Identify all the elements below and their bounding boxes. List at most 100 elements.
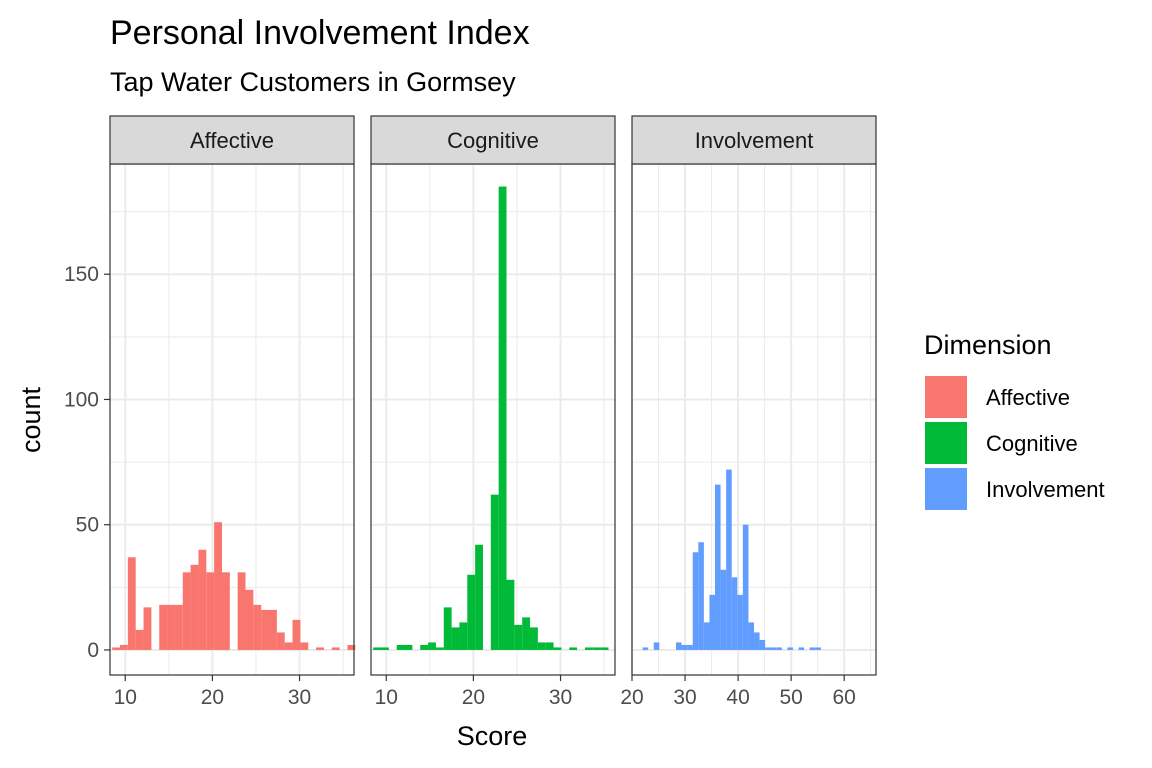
- histogram-bar: [600, 647, 609, 650]
- histogram-bar: [214, 522, 222, 650]
- histogram-bar: [514, 624, 523, 650]
- histogram-bar: [815, 647, 821, 650]
- histogram-bar: [681, 644, 688, 650]
- histogram-bar: [459, 622, 468, 650]
- histogram-bar: [284, 642, 293, 650]
- histogram-bar: [522, 617, 531, 650]
- histogram-bar: [127, 557, 136, 650]
- histogram-bar: [737, 594, 743, 650]
- histogram-bar: [451, 627, 460, 650]
- histogram-bar: [592, 647, 601, 650]
- histogram-bar: [715, 484, 721, 650]
- histogram-bar: [443, 607, 452, 650]
- histogram-bar: [396, 644, 405, 650]
- x-tick-label: 20: [462, 686, 485, 709]
- histogram-bar: [754, 632, 760, 650]
- histogram-bar: [198, 549, 207, 650]
- histogram-bar: [373, 647, 382, 650]
- histogram-bar: [381, 647, 389, 650]
- legend: Dimension Affective Cognitive Involvement: [924, 330, 1105, 510]
- histogram-bar: [435, 647, 444, 650]
- histogram-bar: [731, 577, 738, 650]
- histogram-bar: [190, 564, 199, 650]
- histogram-bar: [720, 569, 727, 650]
- histogram-bar: [221, 572, 230, 650]
- x-tick-label: 30: [288, 686, 311, 709]
- histogram-bar: [809, 647, 816, 650]
- histogram-bar: [787, 647, 793, 650]
- histogram-bar: [553, 647, 562, 650]
- histogram-bar: [530, 627, 538, 650]
- facet-strip: [109, 115, 355, 165]
- histogram-bar: [174, 604, 183, 650]
- legend-entry-label: Affective: [986, 385, 1070, 410]
- histogram-bar: [112, 647, 121, 650]
- chart-subtitle: Tap Water Customers in Gormsey: [110, 67, 516, 97]
- legend-entry-label: Cognitive: [986, 431, 1078, 456]
- histogram-bar: [245, 589, 254, 650]
- histogram-bar: [159, 604, 168, 650]
- histogram-bar: [759, 639, 766, 650]
- histogram-bar: [475, 544, 483, 650]
- x-tick-label: 20: [620, 686, 643, 709]
- histogram-bar: [167, 604, 175, 650]
- histogram-bar: [490, 494, 499, 650]
- histogram-bar: [269, 609, 277, 650]
- histogram-bar: [276, 632, 285, 650]
- histogram-bar: [770, 647, 777, 650]
- histogram-bar: [698, 542, 704, 650]
- histogram-bar: [765, 647, 771, 650]
- histogram-bar: [292, 619, 301, 650]
- y-tick-label: 150: [64, 263, 99, 286]
- facet-strip: [631, 115, 877, 165]
- facet-strip-label: Affective: [190, 128, 274, 153]
- legend-entry-label: Involvement: [986, 477, 1105, 502]
- facet-panel-affective: Affective 10 20 30: [109, 115, 356, 709]
- histogram-bar: [261, 609, 270, 650]
- panel-background: [632, 164, 876, 675]
- x-tick-label: 10: [375, 686, 398, 709]
- x-tick-label: 50: [779, 686, 802, 709]
- histogram-bar: [347, 644, 356, 650]
- histogram-bar: [692, 552, 699, 650]
- y-tick-label: 100: [64, 388, 99, 411]
- histogram-bar: [182, 572, 191, 650]
- histogram-bar: [726, 469, 732, 650]
- histogram-bar: [537, 642, 546, 650]
- histogram-bar: [653, 642, 660, 650]
- chart-title: Personal Involvement Index: [110, 14, 530, 52]
- x-tick-label: 40: [726, 686, 749, 709]
- histogram-bar: [467, 574, 476, 650]
- x-tick-label: 10: [114, 686, 137, 709]
- histogram-bar: [687, 644, 693, 650]
- histogram-bar: [143, 607, 152, 650]
- facet-panel-cognitive: Cognitive 10 20 30: [370, 115, 616, 709]
- histogram-bar: [253, 604, 262, 650]
- histogram-bar: [545, 642, 554, 650]
- histogram-bar: [748, 622, 754, 650]
- y-tick-label: 0: [87, 639, 99, 662]
- histogram-bar: [798, 647, 805, 650]
- histogram-bar: [676, 642, 682, 650]
- facet-strip-label: Involvement: [695, 128, 814, 153]
- x-tick-label: 30: [673, 686, 696, 709]
- histogram-bar: [584, 647, 593, 650]
- histogram-bar: [569, 647, 578, 650]
- legend-swatch: [925, 376, 967, 418]
- histogram-bar: [742, 524, 749, 650]
- histogram-bar: [420, 644, 429, 650]
- legend-swatch: [925, 468, 967, 510]
- histogram-bar: [498, 186, 507, 650]
- facet-strip: [370, 115, 616, 165]
- histogram-bar: [316, 647, 324, 650]
- histogram-bar: [776, 647, 782, 650]
- x-tick-label: 30: [549, 686, 572, 709]
- histogram-bar: [642, 647, 649, 650]
- histogram-bar: [709, 594, 716, 650]
- legend-title: Dimension: [924, 330, 1052, 360]
- histogram-bar: [331, 647, 340, 650]
- histogram-bar: [135, 629, 144, 650]
- y-tick-label: 50: [76, 514, 99, 537]
